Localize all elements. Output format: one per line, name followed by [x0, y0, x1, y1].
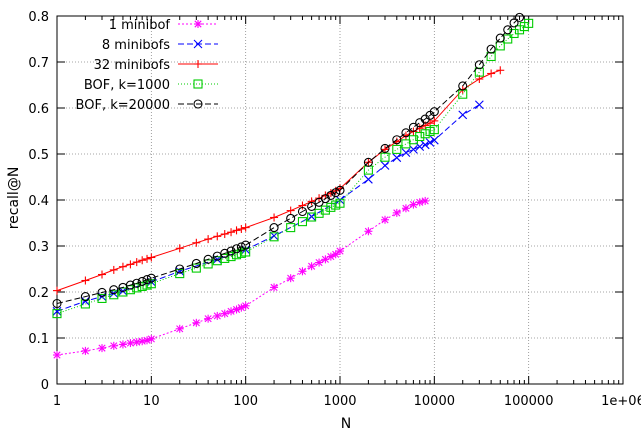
- x-tick-label: 1000: [323, 394, 356, 409]
- y-tick-label: 0.6: [28, 102, 49, 117]
- data-point: [147, 254, 155, 262]
- legend-entry: BOF, k=20000: [76, 98, 218, 113]
- data-point: [270, 224, 278, 232]
- legend-marker: [194, 20, 202, 28]
- data-point: [98, 271, 106, 279]
- x-tick-label: 100: [233, 394, 258, 409]
- data-point: [487, 70, 495, 78]
- y-tick-label: 0.7: [28, 56, 49, 71]
- y-tick-label: 0: [41, 378, 49, 393]
- legend-entry: 32 minibofs: [94, 58, 218, 73]
- data-point: [242, 224, 250, 232]
- data-point: [364, 175, 372, 183]
- data-point: [204, 235, 212, 243]
- x-tick-label: 1: [53, 394, 61, 409]
- series-line: [57, 201, 425, 355]
- data-point: [393, 209, 401, 217]
- data-point: [242, 302, 250, 310]
- data-point: [381, 216, 389, 224]
- data-point: [364, 227, 372, 235]
- data-point: [110, 342, 118, 350]
- data-point: [496, 34, 504, 42]
- legend-label: 32 minibofs: [94, 58, 171, 73]
- x-axis-label: N: [341, 416, 351, 432]
- data-point: [133, 338, 141, 346]
- legend-label: BOF, k=1000: [84, 78, 170, 93]
- data-point: [213, 312, 221, 320]
- data-point: [308, 262, 316, 270]
- data-point: [475, 68, 483, 76]
- legend-marker: [194, 80, 202, 88]
- data-point: [402, 140, 410, 148]
- data-point: [402, 149, 410, 157]
- data-point: [81, 347, 89, 355]
- data-point: [336, 247, 344, 255]
- data-point: [393, 145, 401, 153]
- data-point: [81, 297, 89, 305]
- data-point: [287, 214, 295, 222]
- data-point: [381, 162, 389, 170]
- data-point: [98, 344, 106, 352]
- legend-label: BOF, k=20000: [76, 98, 170, 113]
- data-point: [192, 319, 200, 327]
- data-point: [204, 315, 212, 323]
- y-tick-label: 0.1: [28, 332, 49, 347]
- legend-label: 1 minibof: [109, 18, 171, 33]
- y-tick-label: 0.4: [28, 194, 49, 209]
- y-tick-label: 0.5: [28, 148, 49, 163]
- data-point: [421, 130, 429, 138]
- data-point: [227, 228, 235, 236]
- data-point: [126, 339, 134, 347]
- data-point: [176, 244, 184, 252]
- data-point: [53, 287, 61, 295]
- data-point: [475, 101, 483, 109]
- x-tick-label: 10000: [414, 394, 455, 409]
- data-point: [393, 154, 401, 162]
- data-point: [496, 66, 504, 74]
- data-point: [143, 255, 151, 263]
- x-tick-label: 1e+06: [601, 394, 641, 409]
- data-point: [287, 207, 295, 215]
- legend-marker: [194, 60, 202, 68]
- data-point: [81, 277, 89, 285]
- data-point: [298, 267, 306, 275]
- legend-entry: 8 minibofs: [102, 38, 218, 53]
- legend-entry: 1 minibof: [109, 18, 218, 33]
- data-point: [119, 340, 127, 348]
- y-tick-label: 0.3: [28, 240, 49, 255]
- data-point: [287, 274, 295, 282]
- data-point: [416, 198, 424, 206]
- data-point: [192, 239, 200, 247]
- data-point: [402, 204, 410, 212]
- series-1: [53, 197, 429, 359]
- data-point: [119, 263, 127, 271]
- data-point: [270, 213, 278, 221]
- data-point: [421, 197, 429, 205]
- x-tick-label: 10: [143, 394, 160, 409]
- data-point: [53, 351, 61, 359]
- data-point: [237, 225, 245, 233]
- data-point: [221, 230, 229, 238]
- x-tick-label: 100000: [504, 394, 554, 409]
- y-tick-label: 0.2: [28, 286, 49, 301]
- y-tick-label: 0.8: [28, 10, 49, 25]
- data-point: [147, 335, 155, 343]
- data-point: [227, 307, 235, 315]
- data-point: [110, 266, 118, 274]
- data-point: [270, 283, 278, 291]
- y-axis-label: recall@N: [6, 167, 22, 230]
- data-point: [176, 325, 184, 333]
- data-point: [138, 256, 146, 264]
- data-point: [459, 111, 467, 119]
- data-point: [233, 226, 241, 234]
- legend-label: 8 minibofs: [102, 38, 170, 53]
- data-point: [213, 232, 221, 240]
- legend-entry: BOF, k=1000: [84, 78, 218, 93]
- legend: 1 minibof 8 minibofs 32 minibofs BOF, k=100…: [76, 18, 218, 113]
